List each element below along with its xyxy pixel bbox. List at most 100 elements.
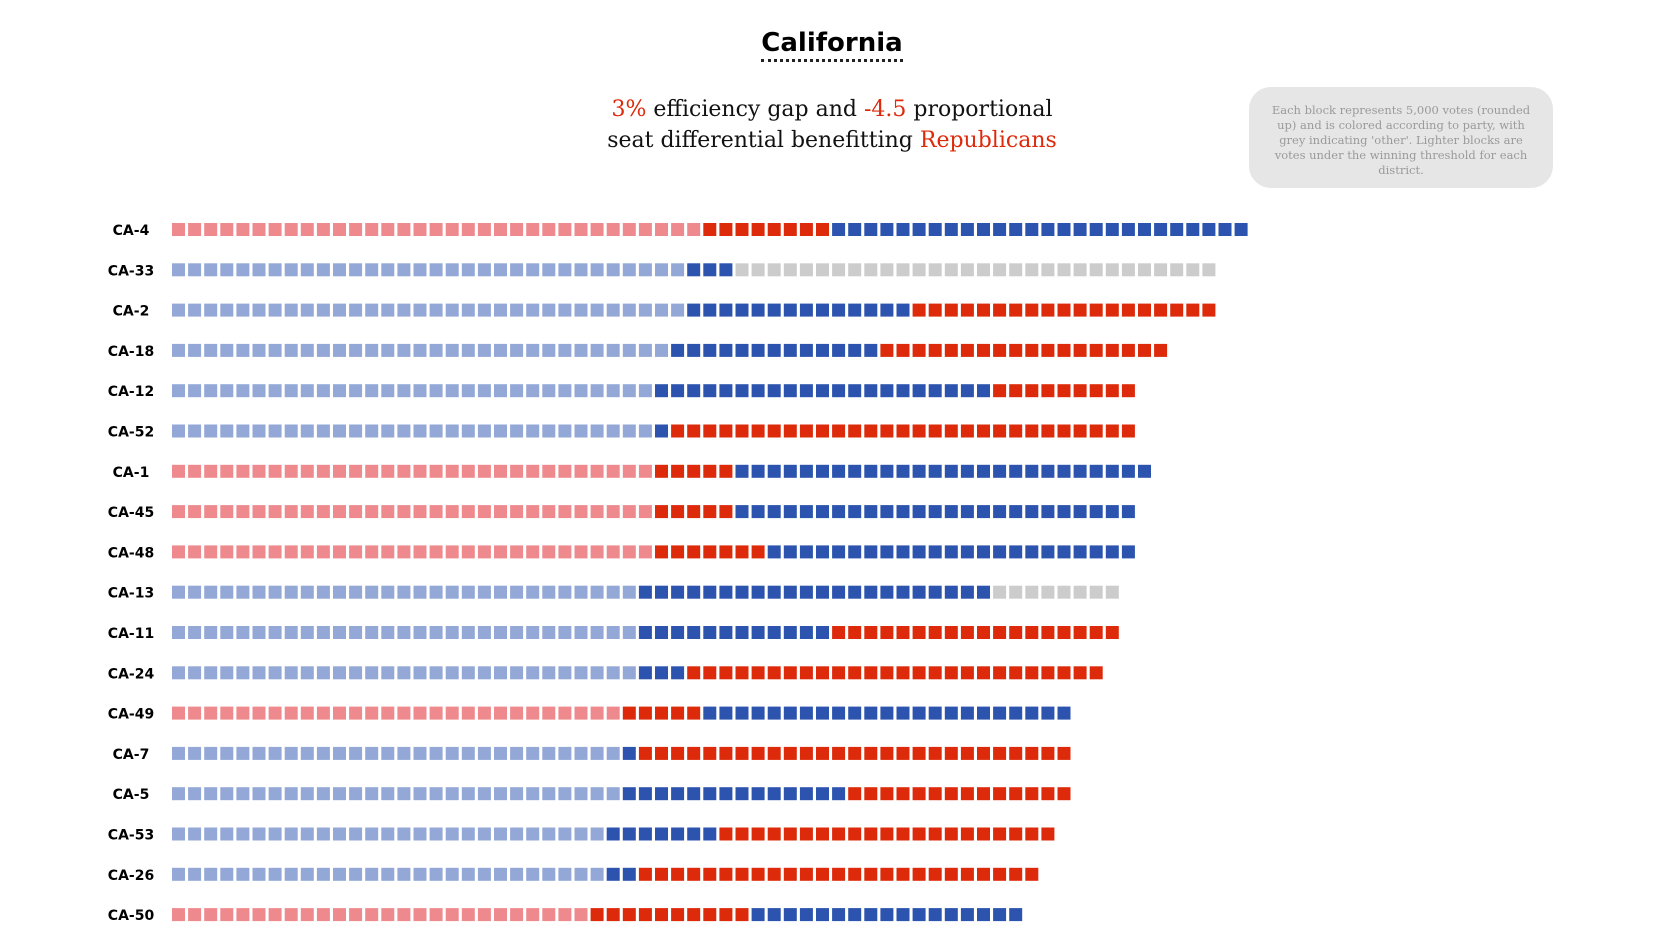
vote-block-rep-under-threshold	[429, 908, 443, 922]
vote-block-rep	[1057, 343, 1071, 357]
vote-block-rep-under-threshold	[477, 706, 491, 720]
vote-block-rep-under-threshold	[236, 908, 250, 922]
vote-block-dem	[767, 706, 781, 720]
vote-block-dem	[816, 384, 829, 398]
vote-block-rep	[638, 746, 652, 760]
district-row: CA-4	[113, 223, 1248, 239]
vote-block-rep	[783, 827, 797, 841]
vote-block-rep	[1105, 384, 1119, 398]
vote-block-dem-under-threshold	[204, 827, 218, 841]
vote-block-rep-under-threshold	[477, 908, 491, 922]
vote-block-rep-under-threshold	[236, 545, 250, 559]
vote-block-dem	[767, 303, 781, 317]
vote-block-rep-under-threshold	[268, 464, 282, 478]
vote-block-rep-under-threshold	[284, 505, 298, 519]
vote-block-dem-under-threshold	[349, 827, 363, 841]
vote-block-rep	[896, 626, 910, 639]
vote-block-rep-under-threshold	[188, 505, 202, 519]
vote-block-dem-under-threshold	[172, 827, 185, 841]
vote-block-dem	[864, 585, 878, 599]
vote-block-dem	[977, 223, 990, 236]
vote-block-other	[977, 263, 990, 277]
vote-block-dem-under-threshold	[381, 585, 395, 599]
vote-block-rep	[703, 666, 717, 680]
vote-block-dem-under-threshold	[413, 666, 427, 680]
vote-block-rep	[880, 746, 894, 760]
vote-block-dem	[751, 706, 765, 720]
vote-block-rep	[928, 787, 942, 801]
vote-block-rep	[719, 867, 733, 881]
vote-block-rep	[912, 787, 926, 801]
vote-block-dem	[1089, 464, 1103, 478]
vote-block-dem	[719, 585, 733, 599]
vote-block-dem	[719, 263, 733, 277]
vote-block-rep-under-threshold	[574, 908, 588, 922]
vote-block-rep	[687, 666, 701, 680]
district-row: CA-45	[108, 505, 1135, 521]
vote-block-rep	[1138, 343, 1151, 357]
vote-block-rep-under-threshold	[172, 706, 185, 720]
vote-block-dem-under-threshold	[365, 303, 379, 317]
vote-block-rep-under-threshold	[477, 464, 491, 478]
vote-block-rep-under-threshold	[284, 464, 298, 478]
vote-block-dem-under-threshold	[510, 787, 524, 801]
vote-block-rep-under-threshold	[333, 464, 346, 478]
vote-block-dem-under-threshold	[413, 303, 427, 317]
vote-block-dem	[638, 787, 652, 801]
vote-block-dem	[816, 343, 829, 357]
vote-block-dem-under-threshold	[445, 263, 459, 277]
vote-block-dem-under-threshold	[558, 263, 572, 277]
vote-block-dem	[671, 384, 685, 398]
vote-block-rep	[880, 827, 894, 841]
district-row: CA-49	[108, 706, 1071, 723]
vote-block-dem-under-threshold	[349, 384, 363, 398]
vote-block-rep	[638, 867, 652, 881]
vote-block-dem-under-threshold	[300, 666, 314, 680]
vote-block-rep	[960, 303, 974, 317]
vote-block-rep-under-threshold	[429, 706, 443, 720]
vote-block-dem-under-threshold	[542, 666, 556, 680]
vote-block-rep	[864, 827, 878, 841]
vote-block-other	[1041, 263, 1055, 277]
vote-block-rep-under-threshold	[316, 706, 330, 720]
vote-block-dem-under-threshold	[671, 263, 685, 277]
vote-block-dem-under-threshold	[204, 867, 218, 881]
vote-block-rep-under-threshold	[574, 545, 588, 559]
vote-block-dem	[848, 585, 862, 599]
vote-block-rep-under-threshold	[397, 545, 411, 559]
vote-block-dem-under-threshold	[526, 827, 540, 841]
vote-block-dem	[928, 384, 942, 398]
vote-block-dem-under-threshold	[284, 867, 298, 881]
vote-block-rep-under-threshold	[429, 545, 443, 559]
vote-block-rep-under-threshold	[381, 706, 395, 720]
vote-block-dem-under-threshold	[429, 343, 443, 357]
vote-block-dem-under-threshold	[381, 867, 395, 881]
chart-subtitle: 3% efficiency gap and -4.5 proportional …	[0, 94, 1664, 156]
vote-block-dem	[1105, 545, 1119, 559]
chart-title-link[interactable]: California	[761, 28, 903, 62]
vote-block-dem-under-threshold	[477, 384, 491, 398]
vote-block-dem-under-threshold	[606, 384, 620, 398]
vote-block-rep-under-threshold	[542, 464, 556, 478]
vote-block-dem	[1041, 545, 1055, 559]
vote-block-other	[1057, 263, 1071, 277]
vote-block-rep-under-threshold	[445, 505, 459, 519]
vote-block-dem-under-threshold	[494, 827, 507, 841]
vote-block-dem-under-threshold	[542, 343, 556, 357]
vote-block-rep-under-threshold	[526, 706, 540, 720]
vote-block-rep-under-threshold	[461, 223, 475, 236]
vote-block-dem-under-threshold	[397, 666, 411, 680]
vote-block-rep-under-threshold	[300, 223, 314, 236]
vote-block-dem-under-threshold	[655, 343, 668, 357]
vote-block-rep-under-threshold	[526, 505, 540, 519]
vote-block-rep-under-threshold	[445, 706, 459, 720]
vote-block-rep	[655, 867, 668, 881]
vote-block-dem-under-threshold	[236, 585, 250, 599]
vote-block-rep	[944, 787, 958, 801]
vote-block-dem-under-threshold	[236, 384, 250, 398]
vote-block-dem-under-threshold	[333, 384, 346, 398]
vote-block-dem	[977, 505, 990, 519]
vote-block-dem	[912, 464, 926, 478]
vote-block-dem-under-threshold	[284, 626, 298, 639]
vote-block-dem	[767, 464, 781, 478]
